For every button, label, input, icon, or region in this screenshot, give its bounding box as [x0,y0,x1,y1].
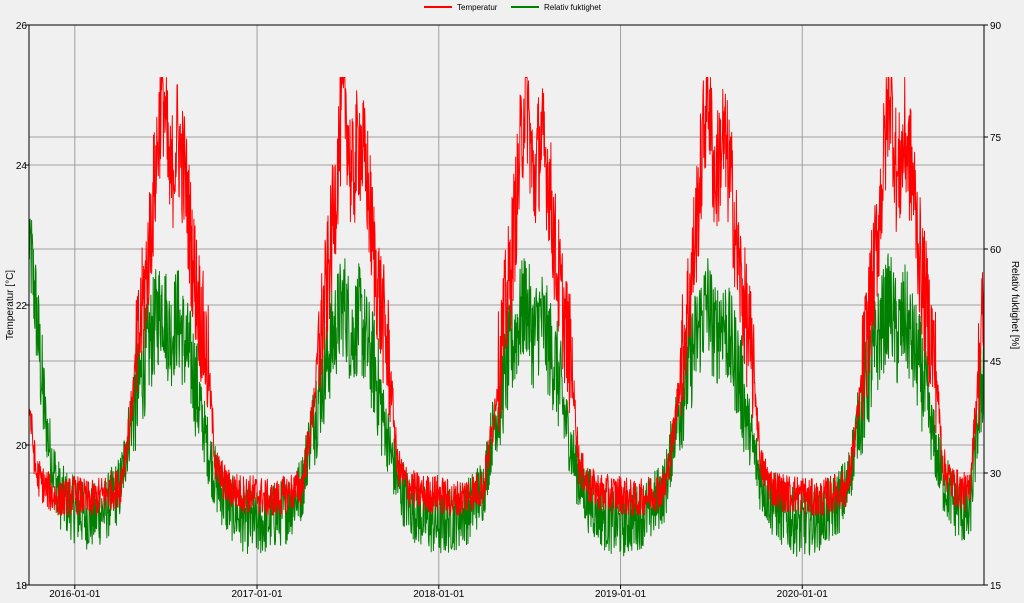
y-right-tick-label: 45 [990,357,1002,368]
x-tick-label: 2019-01-01 [595,589,647,600]
y-axis-right-label: Relativ fuktighet [%] [1009,261,1020,350]
y-right-tick-label: 75 [990,133,1002,144]
y-right-tick-label: 90 [990,21,1002,32]
legend-label-relativ-fuktighet: Relativ fuktighet [544,3,602,12]
y-right-tick-label: 15 [990,581,1002,592]
y-left-tick-label: 22 [16,301,28,312]
y-left-tick-label: 26 [16,21,28,32]
x-tick-label: 2018-01-01 [413,589,465,600]
y-left-tick-label: 24 [16,161,28,172]
axis-ticks: 2016-01-01 2017-01-01 2018-01-01 2019-01-01… [16,21,1002,600]
y-right-tick-label: 60 [990,245,1002,256]
x-tick-label: 2017-01-01 [231,589,283,600]
series-line-temperatur [28,77,985,516]
y-right-tick-label: 30 [990,469,1002,480]
series-lines [28,77,985,557]
y-axis-left-label: Temperatur [°C] [5,270,16,340]
x-tick-label: 2020-01-01 [777,589,829,600]
x-tick-label: 2016-01-01 [49,589,101,600]
y-left-tick-label: 20 [16,441,28,452]
legend-label-temperatur: Temperatur [457,3,498,12]
y-left-tick-label: 18 [16,581,28,592]
legend: Temperatur Relativ fuktighet [424,3,602,12]
